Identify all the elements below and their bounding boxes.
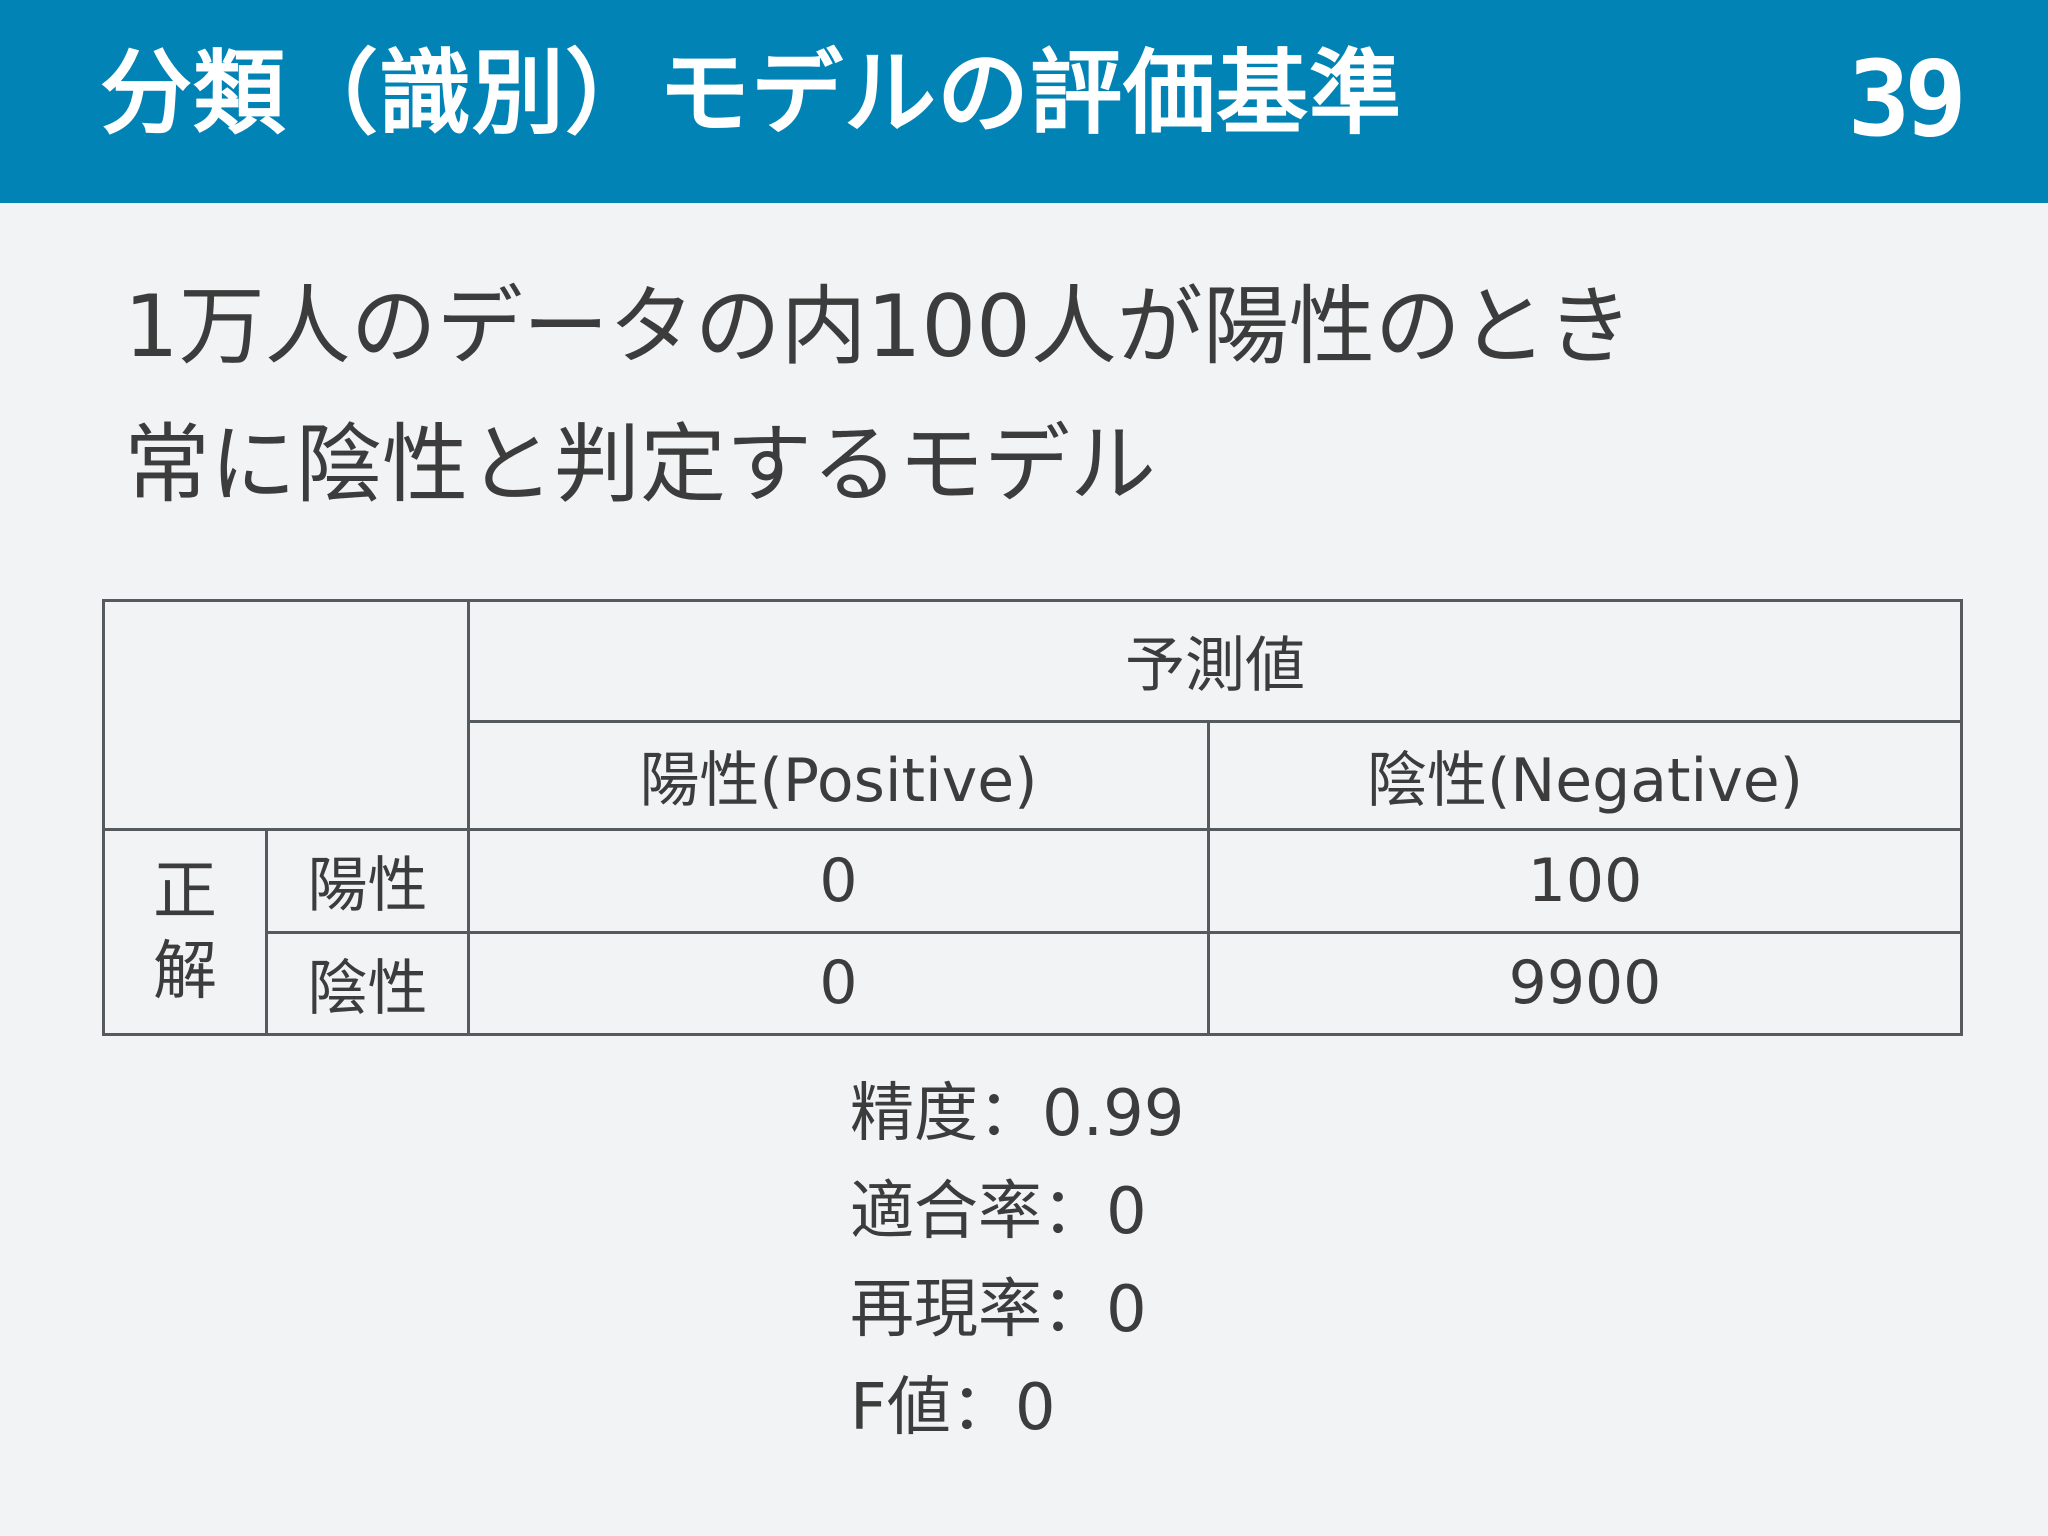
metric-value: 0 (1106, 1175, 1147, 1249)
metric-recall: 再現率：0 (850, 1261, 1185, 1359)
metric-separator: ： (1042, 1273, 1106, 1347)
metric-name: 再現率 (850, 1273, 1042, 1347)
pred-positive-header: 陽性(Positive) (467, 719, 1210, 832)
metric-value: 0 (1014, 1371, 1056, 1445)
metric-name: 精度 (850, 1077, 978, 1151)
lead-line-1: 1万人のデータの内100人が陽性のとき (124, 277, 1633, 377)
lead-text: 1万人のデータの内100人が陽性のとき 常に陰性と判定するモデル (124, 258, 1633, 534)
slide-title: 分類（識別）モデルの評価基準 (100, 40, 1403, 147)
metric-accuracy: 精度：0.99 (850, 1065, 1185, 1163)
metric-separator: ： (1042, 1175, 1106, 1249)
metric-name: 適合率 (850, 1175, 1042, 1249)
metric-separator: ： (950, 1371, 1015, 1445)
metric-name: F値 (850, 1371, 951, 1445)
corner-cell (102, 598, 470, 832)
row-label-positive: 陽性 (265, 828, 470, 934)
metric-value: 0.99 (1042, 1077, 1185, 1151)
page-number: 39 (1847, 38, 1967, 160)
confusion-matrix: 予測値 陽性(Positive) 陰性(Negative) 正 解 陽性 0 1… (102, 598, 1963, 1037)
truth-label-char-1: 正 (153, 855, 217, 930)
lead-line-2: 常に陰性と判定するモデル (124, 415, 1156, 515)
cell-fn: 100 (1207, 828, 1963, 934)
pred-negative-header: 陰性(Negative) (1207, 719, 1963, 832)
truth-label: 正 解 (102, 828, 268, 1036)
metric-precision: 適合率：0 (850, 1163, 1185, 1261)
metrics-list: 精度：0.99 適合率：0 再現率：0 F値：0 (850, 1065, 1185, 1457)
slide-header: 分類（識別）モデルの評価基準 39 (0, 0, 2048, 203)
metric-f-score: F値：0 (850, 1359, 1185, 1457)
predicted-header: 予測値 (467, 599, 1963, 723)
cell-tn: 9900 (1207, 930, 1963, 1037)
row-label-negative: 陰性 (265, 930, 470, 1037)
metric-value: 0 (1106, 1273, 1147, 1347)
cell-fp: 0 (467, 930, 1210, 1037)
truth-label-char-2: 解 (153, 935, 217, 1010)
metric-separator: ： (978, 1077, 1042, 1151)
cell-tp: 0 (467, 828, 1210, 934)
